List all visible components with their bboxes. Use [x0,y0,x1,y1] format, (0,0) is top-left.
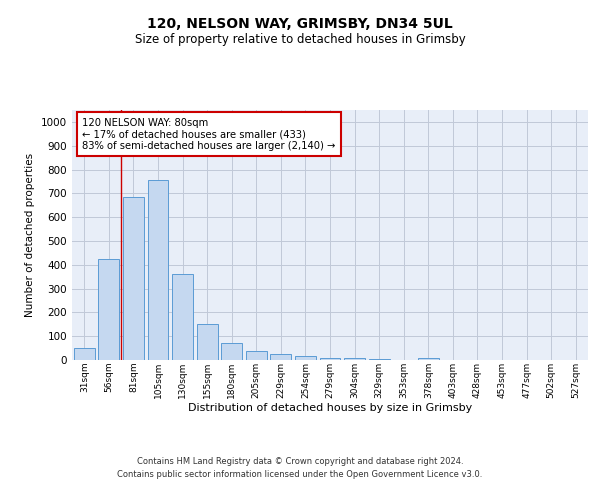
Text: 120, NELSON WAY, GRIMSBY, DN34 5UL: 120, NELSON WAY, GRIMSBY, DN34 5UL [147,18,453,32]
Bar [197,324,218,360]
Bar [74,348,95,360]
Bar [295,356,316,360]
Text: 120 NELSON WAY: 80sqm
← 17% of detached houses are smaller (433)
83% of semi-det: 120 NELSON WAY: 80sqm ← 17% of detached … [82,118,335,150]
Bar [368,359,389,360]
Text: Size of property relative to detached houses in Grimsby: Size of property relative to detached ho… [134,32,466,46]
Bar [246,351,267,360]
Bar [320,358,340,360]
Bar [344,358,365,360]
Bar [98,259,119,360]
Y-axis label: Number of detached properties: Number of detached properties [25,153,35,317]
Bar [123,197,144,360]
Bar [172,274,193,360]
X-axis label: Distribution of detached houses by size in Grimsby: Distribution of detached houses by size … [188,404,472,413]
Text: Contains public sector information licensed under the Open Government Licence v3: Contains public sector information licen… [118,470,482,479]
Bar [221,344,242,360]
Bar [271,354,292,360]
Bar [148,180,169,360]
Text: Contains HM Land Registry data © Crown copyright and database right 2024.: Contains HM Land Registry data © Crown c… [137,458,463,466]
Bar [418,358,439,360]
